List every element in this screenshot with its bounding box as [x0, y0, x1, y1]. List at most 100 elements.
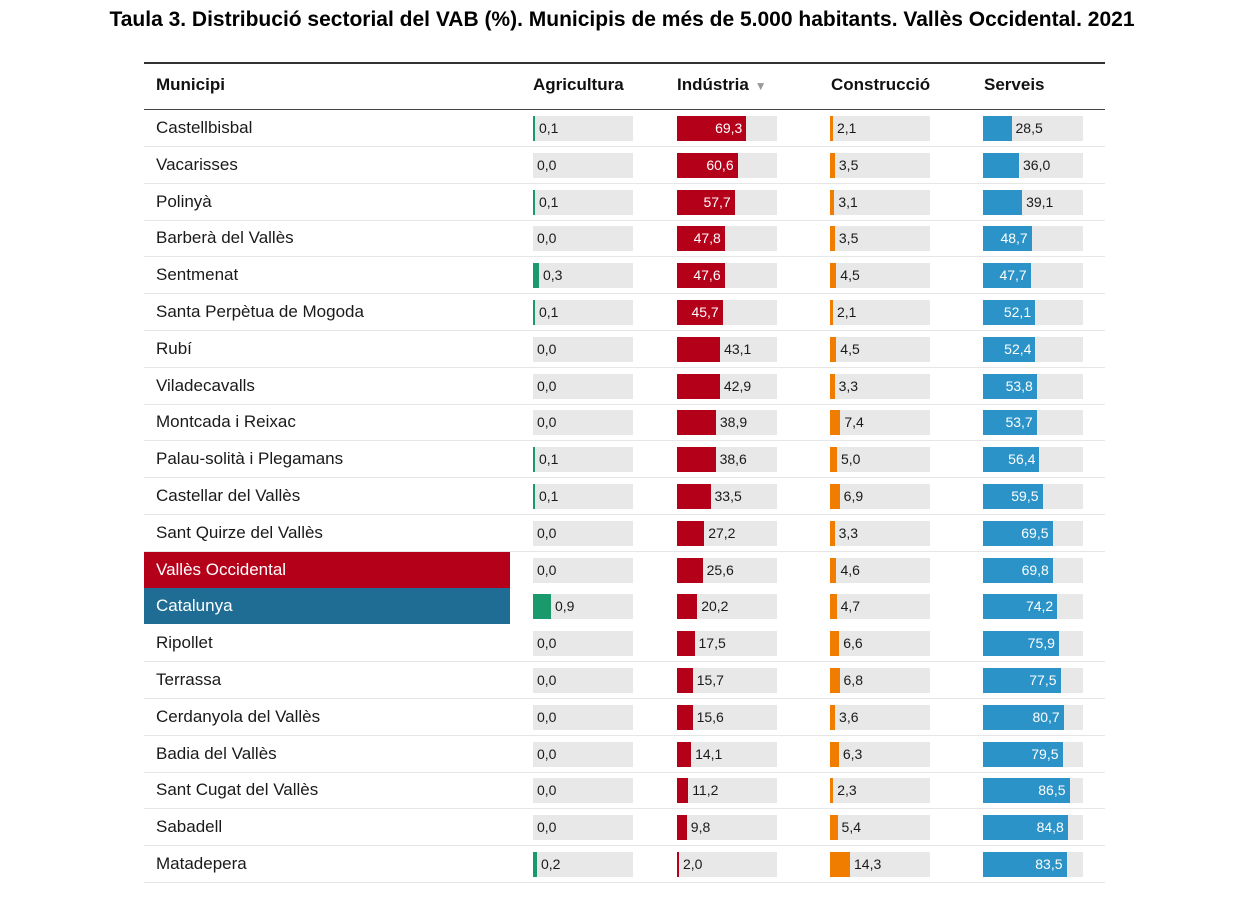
- header-industria[interactable]: Indústria ▼: [677, 75, 767, 95]
- construccio-cell: 5,4: [830, 815, 930, 841]
- agricultura-cell: 0,9: [533, 594, 633, 620]
- industria-value: 69,3: [715, 120, 743, 136]
- construccio-bar: [830, 484, 840, 509]
- header-serveis[interactable]: Serveis: [984, 75, 1045, 94]
- industria-value: 38,9: [719, 414, 748, 431]
- serveis-cell: 39,1: [983, 189, 1083, 215]
- chart-title: Taula 3. Distribució sectorial del VAB (…: [109, 8, 1135, 31]
- serveis-bar: [983, 815, 1068, 841]
- serveis-bar: [983, 778, 1070, 804]
- municipi-name: Vallès Occidental: [156, 559, 287, 579]
- construccio-cell: 5,0: [830, 447, 930, 473]
- construccio-value: 4,5: [840, 340, 860, 357]
- agricultura-value: 0,1: [539, 488, 559, 504]
- agricultura-value: 0,0: [537, 561, 557, 578]
- agricultura-cell: 0,0: [533, 410, 633, 436]
- table-row: Sant Cugat del Vallès 0,0 11,2 2,3 86,5: [144, 772, 1105, 810]
- table-row: Rubí 0,0 43,1 4,5 52,4: [144, 331, 1105, 368]
- serveis-value: 56,4: [1008, 451, 1036, 468]
- industria-value: 14,1: [695, 745, 723, 762]
- industria-cell: 42,9: [677, 373, 777, 399]
- table-row: Castellbisbal 0,1 69,3 2,1 28,5: [144, 110, 1105, 147]
- industria-bar: [677, 594, 698, 620]
- agricultura-cell: 0,1: [533, 447, 633, 473]
- construccio-bar: [830, 704, 836, 730]
- serveis-value: 69,5: [1021, 524, 1049, 541]
- serveis-bar: [983, 484, 1043, 509]
- agricultura-cell: 0,1: [533, 484, 633, 509]
- top-rule: [144, 62, 1105, 64]
- construccio-cell: 3,5: [830, 152, 930, 178]
- serveis-cell: 47,7: [983, 263, 1083, 289]
- construccio-value: 3,6: [839, 708, 859, 725]
- header-municipi[interactable]: Municipi: [156, 75, 225, 94]
- industria-bar: [677, 116, 747, 141]
- construccio-cell: 3,5: [830, 226, 930, 252]
- industria-bar: [677, 226, 725, 252]
- industria-bar: [677, 410, 716, 436]
- industria-bar: [677, 631, 695, 657]
- agricultura-bar: [533, 594, 551, 620]
- table-row: Sabadell 0,0 9,8 5,4 84,8: [144, 809, 1105, 847]
- serveis-cell: 36,0: [983, 152, 1083, 178]
- industria-bar: [677, 668, 693, 693]
- serveis-bar: [983, 631, 1059, 657]
- agricultura-value: 0,0: [537, 672, 557, 688]
- industria-value: 27,2: [708, 524, 736, 541]
- industria-value: 9,8: [690, 819, 711, 836]
- table-row: Barberà del Vallès 0,0 47,8 3,5 48,7: [144, 220, 1105, 258]
- table-row: Matadepera 0,2 2,0 14,3 83,5: [144, 846, 1105, 883]
- serveis-bar: [983, 557, 1053, 583]
- serveis-value: 74,2: [1025, 598, 1054, 615]
- construccio-bar: [830, 410, 841, 436]
- header-agricultura[interactable]: Agricultura: [533, 75, 624, 94]
- municipi-name: Barberà del Vallès: [156, 228, 294, 248]
- table-row: Polinyà 0,1 57,7 3,1 39,1: [144, 184, 1105, 221]
- municipi-name: Sant Quirze del Vallès: [156, 522, 323, 542]
- industria-cell: 47,6: [677, 263, 777, 289]
- construccio-cell: 14,3: [830, 852, 930, 877]
- triangle-down-icon[interactable]: ▼: [754, 79, 767, 93]
- construccio-value: 3,3: [838, 524, 859, 541]
- serveis-bar: [983, 300, 1036, 325]
- agricultura-cell: 0,0: [533, 336, 633, 362]
- header-rule: [144, 109, 1105, 110]
- header-construccio[interactable]: Construcció: [831, 75, 931, 94]
- serveis-value: 84,8: [1036, 819, 1064, 836]
- serveis-value: 53,8: [1005, 377, 1033, 394]
- construccio-bar: [830, 778, 834, 804]
- construccio-bar: [830, 300, 833, 325]
- agricultura-value: 0,1: [539, 193, 559, 210]
- agricultura-value: 0,0: [537, 156, 557, 173]
- agricultura-bar: [533, 300, 535, 325]
- industria-bar: [677, 741, 692, 767]
- agricultura-cell: 0,0: [533, 704, 633, 730]
- serveis-bar: [983, 594, 1058, 620]
- serveis-cell: 53,8: [983, 373, 1083, 399]
- industria-value: 17,5: [698, 635, 726, 652]
- municipi-name: Cerdanyola del Vallès: [156, 706, 321, 726]
- table-row: Badia del Vallès 0,0 14,1 6,3 79,5: [144, 736, 1105, 773]
- agricultura-value: 0,0: [537, 635, 557, 652]
- municipi-name: Viladecavalls: [156, 375, 255, 395]
- industria-value: 25,6: [706, 561, 734, 578]
- municipi-name: Sentmenat: [156, 265, 239, 285]
- construccio-value: 6,6: [843, 635, 863, 652]
- construccio-cell: 6,9: [830, 484, 930, 509]
- construccio-value: 2,3: [837, 782, 857, 799]
- municipi-name: Sabadell: [156, 817, 223, 837]
- construccio-bar: [830, 263, 837, 289]
- industria-cell: 25,6: [677, 557, 777, 583]
- industria-value: 43,1: [724, 340, 752, 357]
- construccio-cell: 6,8: [830, 668, 930, 693]
- agricultura-value: 0,0: [537, 708, 557, 725]
- construccio-bar: [830, 226, 835, 252]
- agricultura-cell: 0,1: [533, 189, 633, 215]
- industria-bar: [677, 520, 705, 546]
- municipi-name: Castellbisbal: [156, 118, 253, 137]
- industria-value: 60,6: [706, 156, 734, 173]
- serveis-value: 39,1: [1026, 193, 1054, 210]
- industria-value: 57,7: [703, 193, 731, 210]
- agricultura-value: 0,2: [541, 856, 561, 872]
- agricultura-cell: 0,0: [533, 557, 633, 583]
